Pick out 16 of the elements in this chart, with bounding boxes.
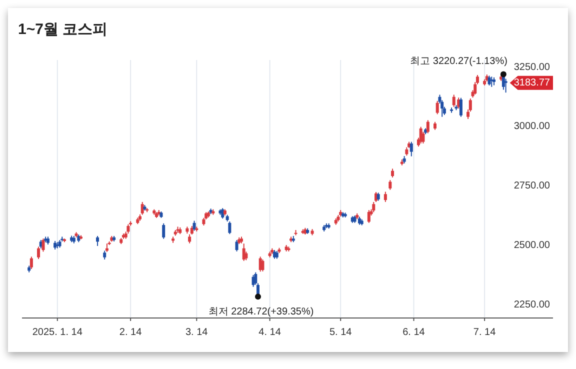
y-tick-label: 2500.00 — [514, 240, 550, 252]
annotation: 3183.77 — [514, 78, 550, 89]
x-tick-label: 2. 14 — [119, 327, 142, 338]
x-tick-label: 4. 14 — [258, 327, 282, 338]
x-tick-label: 2025. 1. 14 — [32, 327, 83, 338]
x-tick-label: 6. 14 — [402, 327, 426, 338]
x-tick-label: 7. 14 — [473, 327, 496, 338]
x-tick-label: 3. 14 — [186, 327, 208, 338]
x-tick-label: 5. 14 — [329, 327, 352, 338]
y-tick-label: 3000.00 — [514, 121, 550, 132]
y-tick-label: 2750.00 — [514, 180, 550, 192]
y-tick-label: 2250.00 — [514, 300, 550, 311]
chart-title: 1~7월 코스피 — [18, 21, 108, 38]
annotation: 최고 3220.27(-1.13%) — [410, 56, 508, 68]
y-tick-label: 3250.00 — [514, 62, 550, 73]
annotation: 최저 2284.72(+39.35%) — [208, 306, 314, 318]
